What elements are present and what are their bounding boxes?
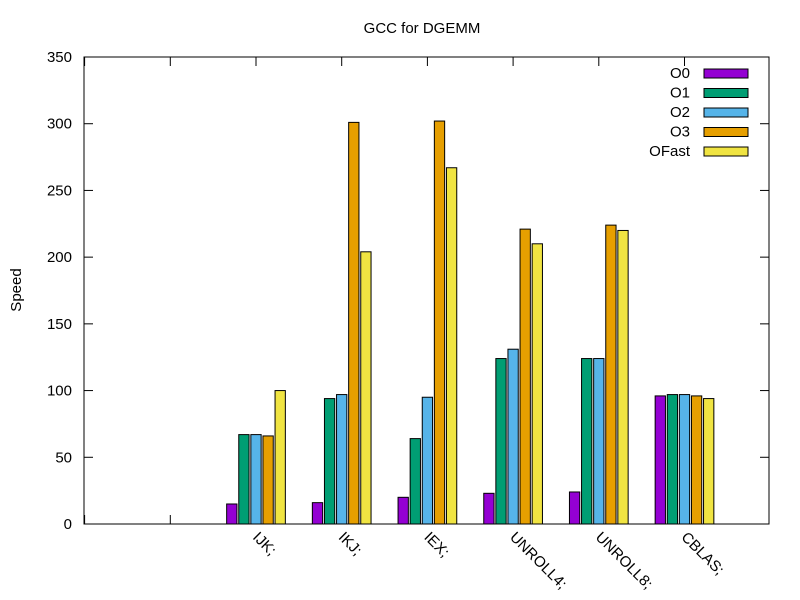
legend-label: O1 xyxy=(670,85,690,102)
legend-label: O0 xyxy=(670,65,690,82)
bar-o2-4 xyxy=(421,396,434,525)
legend-label: O3 xyxy=(670,124,690,141)
bar-o2-2 xyxy=(250,434,262,525)
bar-o2-7 xyxy=(678,394,691,525)
bar-o0-3 xyxy=(311,502,324,525)
y-tick-label: 250 xyxy=(47,182,72,199)
bar-o2-5 xyxy=(507,348,519,525)
bar-ofast-5 xyxy=(531,243,543,525)
bar-o0-6 xyxy=(568,491,581,525)
bar-o0-5 xyxy=(483,492,495,525)
y-tick-label: 300 xyxy=(47,116,72,133)
bar-o3-4 xyxy=(433,120,446,525)
x-tick-label: IEX; xyxy=(421,529,453,561)
bar-o1-3 xyxy=(323,398,336,525)
legend-label: OFast xyxy=(649,143,691,160)
y-tick-label: 150 xyxy=(47,316,72,333)
bar-o3-7 xyxy=(690,395,703,525)
bars-group xyxy=(226,120,715,525)
y-tick-label: 0 xyxy=(64,516,72,533)
x-tick-label: UNROLL4; xyxy=(506,529,570,593)
bar-ofast-4 xyxy=(445,167,458,525)
bar-o1-7 xyxy=(666,394,679,525)
x-tick-label: IKJ; xyxy=(335,529,365,559)
legend-swatch xyxy=(703,107,749,118)
legend-swatch xyxy=(703,127,749,137)
bar-ofast-7 xyxy=(703,398,715,525)
y-tick-label: 50 xyxy=(55,449,72,466)
bar-o0-2 xyxy=(226,503,238,525)
bar-o2-6 xyxy=(593,358,605,525)
legend: O0 O1 O2 O3 OFast xyxy=(649,65,749,160)
x-tick-label: IJK; xyxy=(249,529,279,559)
bar-ofast-3 xyxy=(360,251,372,525)
y-tick-label: 200 xyxy=(47,249,72,266)
legend-swatch xyxy=(703,88,749,98)
bar-o1-6 xyxy=(581,358,593,525)
bar-o3-3 xyxy=(348,121,360,525)
bar-o1-4 xyxy=(409,438,421,525)
bar-o3-6 xyxy=(605,224,617,525)
bar-ofast-6 xyxy=(617,229,629,525)
legend-label: O2 xyxy=(670,104,690,121)
bar-o0-7 xyxy=(654,395,666,525)
x-tick-label: CBLAS; xyxy=(678,529,728,579)
y-axis-label: Speed xyxy=(8,268,25,311)
x-tick-label: UNROLL8; xyxy=(592,529,656,593)
bar-o2-3 xyxy=(336,394,348,525)
bar-o1-2 xyxy=(238,434,250,525)
bar-o3-2 xyxy=(262,435,274,525)
bar-o1-5 xyxy=(495,358,507,525)
legend-swatch xyxy=(703,68,749,79)
bar-o3-5 xyxy=(519,228,531,525)
y-axis: 0 50 100 150 200 250 300 350 xyxy=(47,49,769,533)
y-tick-label: 350 xyxy=(47,49,72,66)
bar-ofast-2 xyxy=(274,390,286,525)
y-tick-label: 100 xyxy=(47,383,72,400)
bar-o0-4 xyxy=(397,496,409,525)
chart-title: GCC for DGEMM xyxy=(364,20,481,37)
legend-swatch xyxy=(703,146,749,157)
